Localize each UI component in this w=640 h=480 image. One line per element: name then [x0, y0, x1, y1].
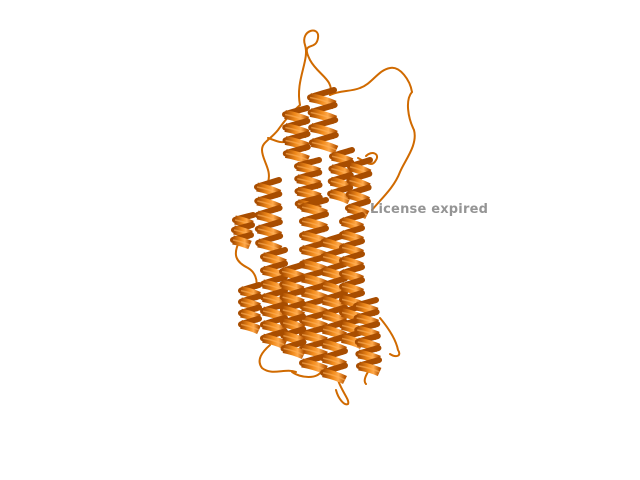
helix-14: [353, 297, 382, 377]
helix-4: [344, 157, 373, 220]
helix-9: [320, 232, 348, 385]
license-watermark: License expired: [370, 202, 489, 217]
helix-13: [238, 282, 262, 335]
helix-2: [307, 87, 339, 155]
helix-10: [339, 212, 365, 350]
helix-11: [260, 247, 288, 350]
alpha-helices: [230, 87, 382, 385]
helix-12: [279, 262, 307, 360]
helix-3: [327, 147, 355, 205]
helix-5: [254, 177, 284, 255]
helix-1: [282, 105, 311, 165]
helix-6: [230, 212, 256, 250]
